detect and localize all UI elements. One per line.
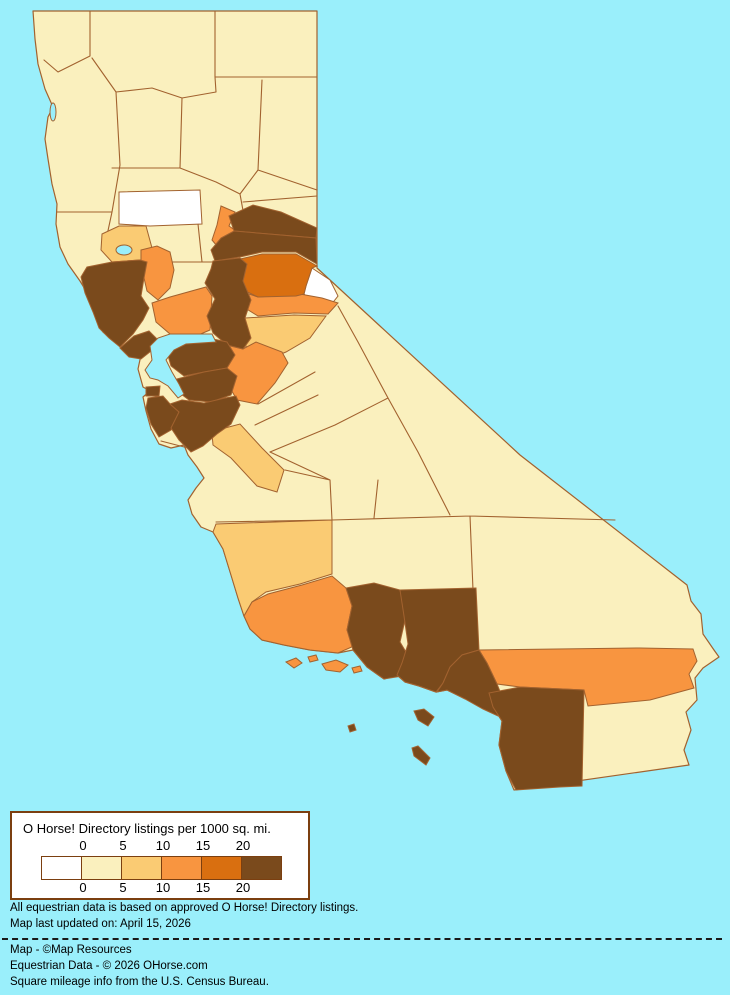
legend-swatch-0 [41,856,82,880]
dashed-divider [2,938,722,940]
county-santa-clara [169,395,241,453]
legend-swatch-5 [241,856,282,880]
credit-census: Square mileage info from the U.S. Census… [10,976,269,988]
island-santa-catalina [413,708,435,727]
county-el-dorado [235,253,319,298]
credit-equestrian-data: Equestrian Data - © 2026 OHorse.com [10,960,208,972]
credit-map-resources: Map - ©Map Resources [10,944,132,956]
clear-lake [115,244,133,256]
legend-swatch-1 [81,856,122,880]
legend-box: O Horse! Directory listings per 1000 sq.… [10,811,310,900]
san-francisco-bay [144,333,217,399]
note-data-source: All equestrian data is based on approved… [10,902,359,914]
legend-tick: 0 [79,838,87,853]
legend-tick: 20 [235,880,251,895]
legend-title: O Horse! Directory listings per 1000 sq.… [23,821,271,836]
island-san-clemente [411,745,431,766]
legend-swatch-4 [201,856,242,880]
county-san-mateo [145,395,180,438]
legend-color-ramp [41,856,282,880]
legend-tick: 15 [195,880,211,895]
county-sonoma [80,259,150,348]
island-san-miguel [284,657,303,669]
legend-tick: 15 [195,838,211,853]
county-solano [151,286,213,337]
legend-swatch-3 [161,856,202,880]
island-santa-cruz [321,659,349,673]
legend-swatch-2 [121,856,162,880]
legend-tick: 10 [155,838,171,853]
county-san-benito [211,423,285,493]
county-sacramento [204,257,252,350]
legend-tick: 20 [235,838,251,853]
legend-tick: 0 [79,880,87,895]
island-anacapa [351,665,363,674]
county-san-diego [488,686,585,791]
legend-tick: 5 [119,880,127,895]
county-placer [210,230,318,265]
county-san-francisco [145,385,161,397]
note-last-updated: Map last updated on: April 15, 2026 [10,918,191,930]
county-glenn [118,189,203,227]
legend-tick: 10 [155,880,171,895]
island-san-nicolas [347,723,357,733]
humboldt-bay [49,102,57,122]
legend-ticks-top: 0 5 10 15 20 [12,838,308,853]
california-choropleth-map [32,10,720,791]
legend-tick: 5 [119,838,127,853]
island-santa-rosa [307,654,319,663]
legend-ticks-bottom: 0 5 10 15 20 [12,880,308,895]
